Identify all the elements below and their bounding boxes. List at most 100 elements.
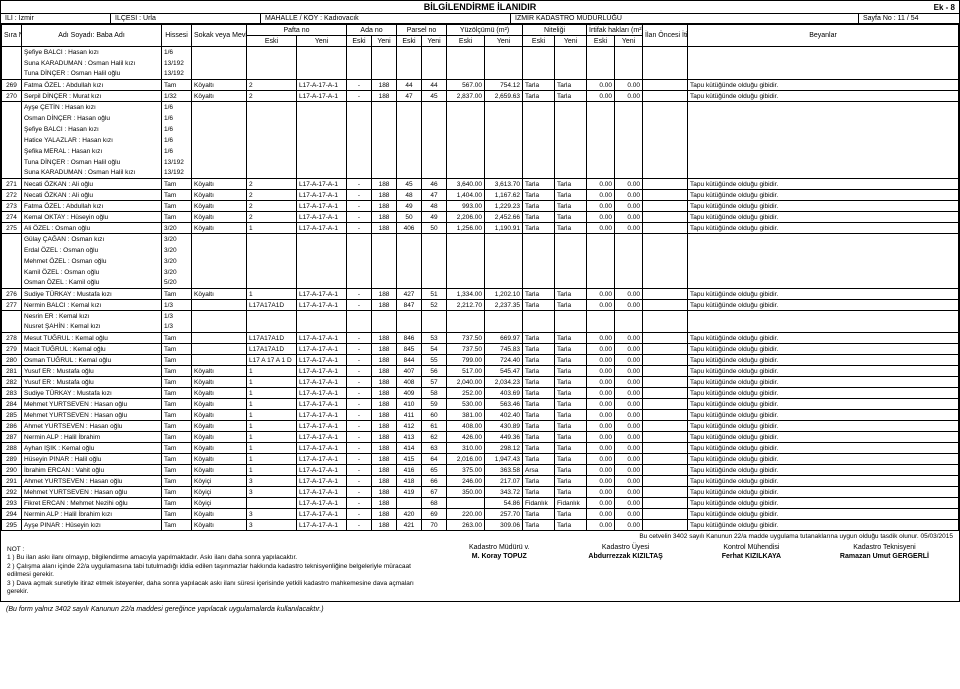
cell: Ali ÖZEL : Osman oğlu xyxy=(22,223,162,234)
cell xyxy=(192,124,247,135)
table-row: 273Fatma ÖZEL : Abdullah kızıTamKöyaltı2… xyxy=(2,201,959,212)
cell: 70 xyxy=(422,520,447,531)
cell: 669.97 xyxy=(485,333,523,344)
table-row: Şefiye BALCI : Hasan kızı1/6 xyxy=(2,47,959,58)
cell: 275 xyxy=(2,223,22,234)
cell: Mehmet YURTSEVEN : Hasan oğlu xyxy=(22,399,162,410)
cell xyxy=(485,146,523,157)
cell: 269 xyxy=(2,80,22,91)
sig-title-2: Kadastro Üyesi xyxy=(588,544,662,551)
cell: L17A17A1D xyxy=(247,300,297,311)
cell: L17-A-17-A-1 xyxy=(297,366,347,377)
cell xyxy=(643,190,688,201)
cell xyxy=(297,102,347,113)
cell: Tam xyxy=(162,399,192,410)
cell xyxy=(397,102,422,113)
cell: Ahmet YURTSEVEN : Hasan oğlu xyxy=(22,476,162,487)
cell: Tarla xyxy=(523,377,555,388)
cell xyxy=(447,157,485,168)
cell: 0.00 xyxy=(615,432,643,443)
cell: 44 xyxy=(397,80,422,91)
cell xyxy=(347,267,372,278)
cell: Tarla xyxy=(555,333,587,344)
cell xyxy=(192,135,247,146)
page: Ek - 8 BİLGİLENDİRME İLANIDIR İLİ : İzmi… xyxy=(0,0,960,602)
cell: Köyiçi xyxy=(192,487,247,498)
col-irtifak: İrtifak hakları (m²) xyxy=(587,25,643,36)
table-body: Şefiye BALCI : Hasan kızı1/6Suna KARADUM… xyxy=(2,47,959,531)
cell: 220.00 xyxy=(447,509,485,520)
cell xyxy=(397,146,422,157)
cell: - xyxy=(347,410,372,421)
table-row: 276Sudiye TÜRKAY : Mustafa kızıTamKöyalt… xyxy=(2,289,959,300)
cell: 45 xyxy=(397,179,422,190)
table-row: 288Ayhan IŞIK : Kemal oğluTamKöyaltı1L17… xyxy=(2,443,959,454)
cell xyxy=(523,322,555,333)
cell xyxy=(297,157,347,168)
cell: 188 xyxy=(372,300,397,311)
cell: 188 xyxy=(372,366,397,377)
cell: Tarla xyxy=(555,509,587,520)
cell xyxy=(555,135,587,146)
cell: 406 xyxy=(397,223,422,234)
cell: 188 xyxy=(372,190,397,201)
cell: 0.00 xyxy=(615,465,643,476)
cell: L17-A-17-A-1 xyxy=(297,201,347,212)
cell xyxy=(397,69,422,80)
cell: 1 xyxy=(247,366,297,377)
cell: 66 xyxy=(422,476,447,487)
cell xyxy=(523,124,555,135)
cell: 0.00 xyxy=(587,377,615,388)
cell: 418 xyxy=(397,476,422,487)
cell xyxy=(643,465,688,476)
cell xyxy=(2,124,22,135)
cell xyxy=(643,333,688,344)
table-row: 290İbrahim ERCAN : Vahit oğluTamKöyaltı1… xyxy=(2,465,959,476)
cell: Yusuf ER : Mustafa oğlu xyxy=(22,366,162,377)
cell: 284 xyxy=(2,399,22,410)
cell xyxy=(2,135,22,146)
cell xyxy=(247,267,297,278)
ilce-label: İLÇESİ : xyxy=(115,15,141,22)
cell xyxy=(2,157,22,168)
cell: Köyaltı xyxy=(192,201,247,212)
cell xyxy=(555,124,587,135)
cell: Mesut TUĞRUL : Kemal oğlu xyxy=(22,333,162,344)
sub-yeni: Yeni xyxy=(422,36,447,47)
cell: Köyaltı xyxy=(192,190,247,201)
cell: Tam xyxy=(162,190,192,201)
ilce-value: Urla xyxy=(143,15,156,22)
cell xyxy=(615,146,643,157)
cell: 1/6 xyxy=(162,113,192,124)
cell: 426.00 xyxy=(447,432,485,443)
cell: 289 xyxy=(2,454,22,465)
cell: 2 xyxy=(247,91,297,102)
cell: 1 xyxy=(247,432,297,443)
cell xyxy=(643,366,688,377)
cell xyxy=(587,157,615,168)
mahalle-value: Kadıovacık xyxy=(324,15,359,22)
cell: Tarla xyxy=(523,399,555,410)
cell: Köyaltı xyxy=(192,377,247,388)
cell: 0.00 xyxy=(587,366,615,377)
cell xyxy=(688,311,959,322)
cell xyxy=(347,146,372,157)
cell: 61 xyxy=(422,421,447,432)
cell: Tapu kütüğünde olduğu gibidir. xyxy=(688,333,959,344)
cell: 188 xyxy=(372,80,397,91)
note-2: 2 ) Çalışma alanı içinde 22/a uygulaması… xyxy=(7,563,433,580)
cell: L17-A-17-A-1 xyxy=(297,223,347,234)
cell: Nermin BALCI : Kemal kızı xyxy=(22,300,162,311)
cell: 0.00 xyxy=(587,465,615,476)
cell: 449.36 xyxy=(485,432,523,443)
cell xyxy=(555,146,587,157)
cell: 375.00 xyxy=(447,465,485,476)
cell: 0.00 xyxy=(587,498,615,509)
cell: 282 xyxy=(2,377,22,388)
cell: Arsa xyxy=(523,465,555,476)
cell: Tarla xyxy=(555,410,587,421)
cell: 350.00 xyxy=(447,487,485,498)
cell: 50 xyxy=(422,223,447,234)
cell: 2,837.00 xyxy=(447,91,485,102)
cell: - xyxy=(347,498,372,509)
